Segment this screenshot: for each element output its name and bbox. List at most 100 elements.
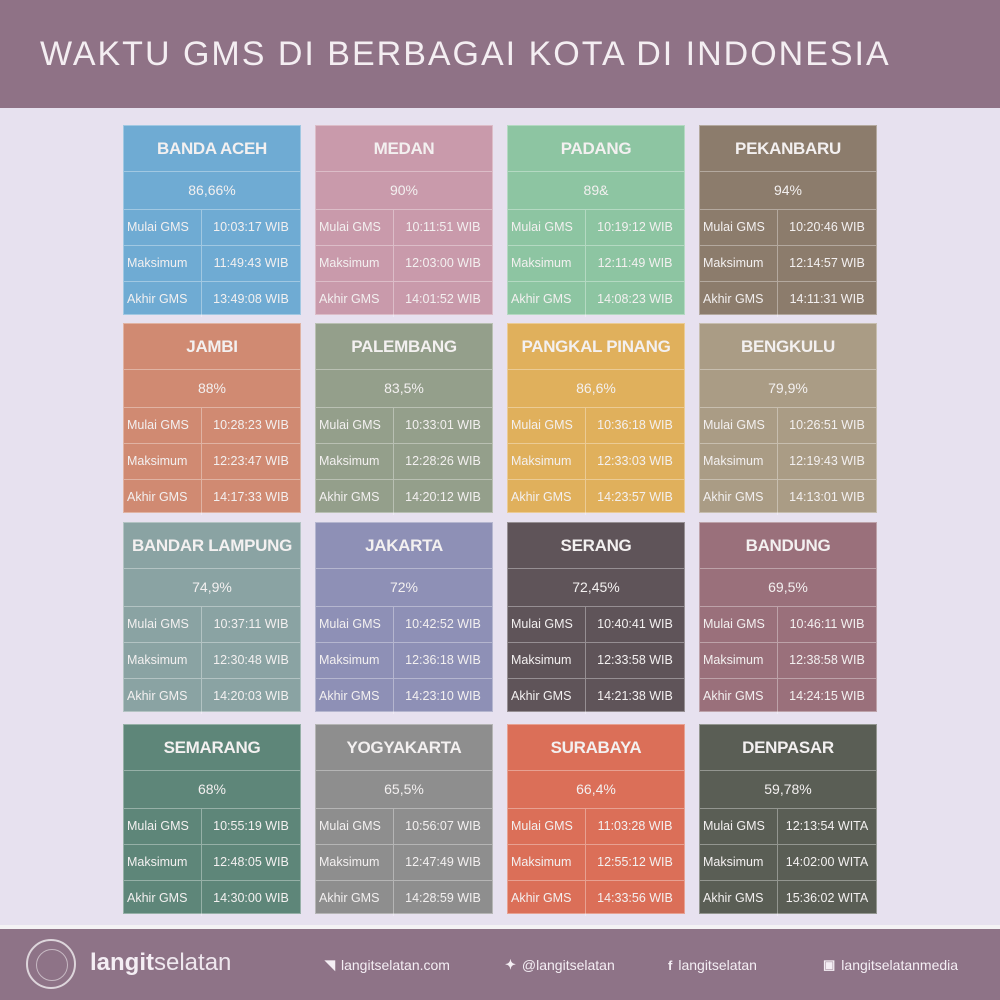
end-row-time: 14:01:52 WIB (405, 292, 481, 306)
start-row-time: 10:40:41 WIB (597, 617, 673, 631)
city-name: BENGKULU (700, 324, 876, 370)
city-name: SEMARANG (124, 725, 300, 771)
city-name: DENPASAR (700, 725, 876, 771)
city-name: SERANG (508, 523, 684, 569)
brand-light: selatan (154, 949, 232, 976)
page-title: WAKTU GMS DI BERBAGAI KOTA DI INDONESIA (40, 35, 891, 73)
end-row: Akhir GMS 15:36:02 WITA (700, 881, 876, 916)
maximum-row: Maksimum 12:33:03 WIB (508, 444, 684, 480)
end-row: Akhir GMS 14:01:52 WIB (316, 282, 492, 317)
end-row-label: Akhir GMS (124, 679, 202, 714)
maximum-row: Maksimum 12:47:49 WIB (316, 845, 492, 881)
maximum-row-time: 12:48:05 WIB (213, 855, 289, 869)
maximum-row-label: Maksimum (124, 845, 202, 880)
maximum-row: Maksimum 12:36:18 WIB (316, 643, 492, 679)
obscuration-percent: 86,6% (508, 370, 684, 408)
maximum-row-label: Maksimum (700, 643, 778, 678)
maximum-row-label: Maksimum (700, 444, 778, 479)
end-row: Akhir GMS 14:08:23 WIB (508, 282, 684, 317)
end-row: Akhir GMS 14:28:59 WIB (316, 881, 492, 916)
end-row-time: 15:36:02 WITA (785, 891, 869, 905)
start-row: Mulai GMS 10:40:41 WIB (508, 607, 684, 643)
city-card: SEMARANG 68% Mulai GMS 10:55:19 WIB Maksimum… (123, 724, 301, 916)
maximum-row-time: 12:30:48 WIB (213, 653, 289, 667)
maximum-row: Maksimum 12:11:49 WIB (508, 246, 684, 282)
maximum-row-time: 12:28:26 WIB (405, 454, 481, 468)
start-row-time: 10:56:07 WIB (405, 819, 481, 833)
end-row-time: 13:49:08 WIB (213, 292, 289, 306)
end-row: Akhir GMS 14:17:33 WIB (124, 480, 300, 515)
maximum-row-label: Maksimum (316, 444, 394, 479)
end-row-label: Akhir GMS (700, 881, 778, 916)
start-row: Mulai GMS 10:19:12 WIB (508, 210, 684, 246)
start-row: Mulai GMS 10:11:51 WIB (316, 210, 492, 246)
end-row-time: 14:33:56 WIB (597, 891, 673, 905)
end-row: Akhir GMS 14:30:00 WIB (124, 881, 300, 916)
end-row: Akhir GMS 14:21:38 WIB (508, 679, 684, 714)
city-card: SERANG 72,45% Mulai GMS 10:40:41 WIB Maksimu… (507, 522, 685, 714)
website-link[interactable]: ◥ langitselatan.com (325, 957, 450, 973)
start-row-label: Mulai GMS (124, 408, 202, 443)
divider (0, 925, 1000, 929)
obscuration-percent: 65,5% (316, 771, 492, 809)
end-row-label: Akhir GMS (124, 282, 202, 317)
end-row-label: Akhir GMS (124, 480, 202, 515)
city-name: YOGYAKARTA (316, 725, 492, 771)
obscuration-percent: 89& (508, 172, 684, 210)
start-row-label: Mulai GMS (508, 607, 586, 642)
maximum-row-time: 12:11:49 WIB (597, 256, 673, 270)
maximum-row-time: 12:38:58 WIB (789, 653, 865, 667)
maximum-row-label: Maksimum (508, 246, 586, 281)
maximum-row: Maksimum 12:48:05 WIB (124, 845, 300, 881)
end-row: Akhir GMS 13:49:08 WIB (124, 282, 300, 317)
start-row-time: 10:28:23 WIB (213, 418, 289, 432)
city-name: PALEMBANG (316, 324, 492, 370)
start-row: Mulai GMS 10:20:46 WIB (700, 210, 876, 246)
start-row: Mulai GMS 10:46:11 WIB (700, 607, 876, 643)
city-card: PALEMBANG 83,5% Mulai GMS 10:33:01 WIB Maksi… (315, 323, 493, 515)
maximum-row-label: Maksimum (508, 643, 586, 678)
obscuration-percent: 72,45% (508, 569, 684, 607)
start-row-label: Mulai GMS (316, 210, 394, 245)
start-row-time: 10:11:51 WIB (405, 220, 481, 234)
facebook-link[interactable]: f langitselatan (668, 957, 757, 973)
maximum-row: Maksimum 12:33:58 WIB (508, 643, 684, 679)
obscuration-percent: 88% (124, 370, 300, 408)
maximum-row-time: 12:36:18 WIB (405, 653, 481, 667)
maximum-row: Maksimum 11:49:43 WIB (124, 246, 300, 282)
start-row-label: Mulai GMS (124, 607, 202, 642)
end-row-label: Akhir GMS (316, 282, 394, 317)
city-card: PANGKAL PINANG 86,6% Mulai GMS 10:36:18 WIB… (507, 323, 685, 515)
start-row-label: Mulai GMS (700, 408, 778, 443)
end-row-time: 14:23:57 WIB (597, 490, 673, 504)
facebook-text: langitselatan (678, 957, 757, 973)
end-row: Akhir GMS 14:23:10 WIB (316, 679, 492, 714)
maximum-row-time: 12:23:47 WIB (213, 454, 289, 468)
end-row-label: Akhir GMS (316, 679, 394, 714)
city-card: YOGYAKARTA 65,5% Mulai GMS 10:56:07 WIB Maks… (315, 724, 493, 916)
end-row: Akhir GMS 14:23:57 WIB (508, 480, 684, 515)
obscuration-percent: 68% (124, 771, 300, 809)
start-row-time: 11:03:28 WIB (597, 819, 673, 833)
maximum-row-label: Maksimum (700, 845, 778, 880)
obscuration-percent: 90% (316, 172, 492, 210)
instagram-link[interactable]: ▣ langitselatanmedia (823, 957, 958, 973)
maximum-row-label: Maksimum (508, 845, 586, 880)
end-row-time: 14:24:15 WIB (789, 689, 865, 703)
maximum-row: Maksimum 12:28:26 WIB (316, 444, 492, 480)
city-name: PEKANBARU (700, 126, 876, 172)
start-row-label: Mulai GMS (508, 408, 586, 443)
twitter-link[interactable]: ✦ @langitselatan (505, 957, 615, 973)
twitter-icon: ✦ (505, 957, 516, 972)
obscuration-percent: 74,9% (124, 569, 300, 607)
start-row-label: Mulai GMS (508, 210, 586, 245)
start-row-label: Mulai GMS (508, 809, 586, 844)
start-row-time: 10:55:19 WIB (213, 819, 289, 833)
maximum-row-time: 12:55:12 WIB (597, 855, 673, 869)
start-row-time: 12:13:54 WITA (785, 819, 869, 833)
start-row: Mulai GMS 10:56:07 WIB (316, 809, 492, 845)
city-card: MEDAN 90% Mulai GMS 10:11:51 WIB Maksimum 12:… (315, 125, 493, 317)
maximum-row: Maksimum 14:02:00 WITA (700, 845, 876, 881)
obscuration-percent: 69,5% (700, 569, 876, 607)
start-row-time: 10:46:11 WIB (789, 617, 865, 631)
